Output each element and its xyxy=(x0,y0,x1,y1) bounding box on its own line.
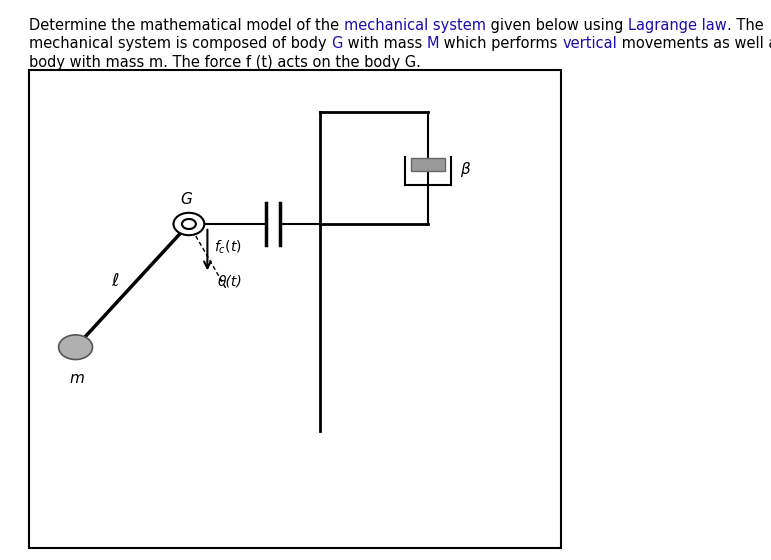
Text: G: G xyxy=(180,192,193,207)
Text: mechanical system is composed of body: mechanical system is composed of body xyxy=(29,36,332,52)
Text: G: G xyxy=(332,36,343,52)
Text: $f_c(t)$: $f_c(t)$ xyxy=(214,239,241,256)
Text: which performs: which performs xyxy=(439,36,562,52)
Text: β: β xyxy=(460,162,470,178)
Text: body with mass m. The force f (t) acts on the body G.: body with mass m. The force f (t) acts o… xyxy=(29,55,421,70)
Text: vertical: vertical xyxy=(562,36,617,52)
Circle shape xyxy=(173,213,204,235)
Text: M: M xyxy=(427,36,439,52)
Bar xyxy=(411,158,445,171)
Text: Determine the mathematical model of the: Determine the mathematical model of the xyxy=(29,18,344,33)
Text: Lagrange law: Lagrange law xyxy=(628,18,727,33)
Text: m: m xyxy=(69,371,85,386)
Text: with mass: with mass xyxy=(343,36,427,52)
Text: . The: . The xyxy=(727,18,763,33)
Text: given below using: given below using xyxy=(486,18,628,33)
Bar xyxy=(29,70,561,548)
Circle shape xyxy=(59,335,93,360)
Text: movements as well as: movements as well as xyxy=(617,36,771,52)
Circle shape xyxy=(182,219,196,229)
Text: θ(t): θ(t) xyxy=(218,274,243,288)
Text: ℓ: ℓ xyxy=(112,272,119,290)
Text: mechanical system: mechanical system xyxy=(344,18,486,33)
